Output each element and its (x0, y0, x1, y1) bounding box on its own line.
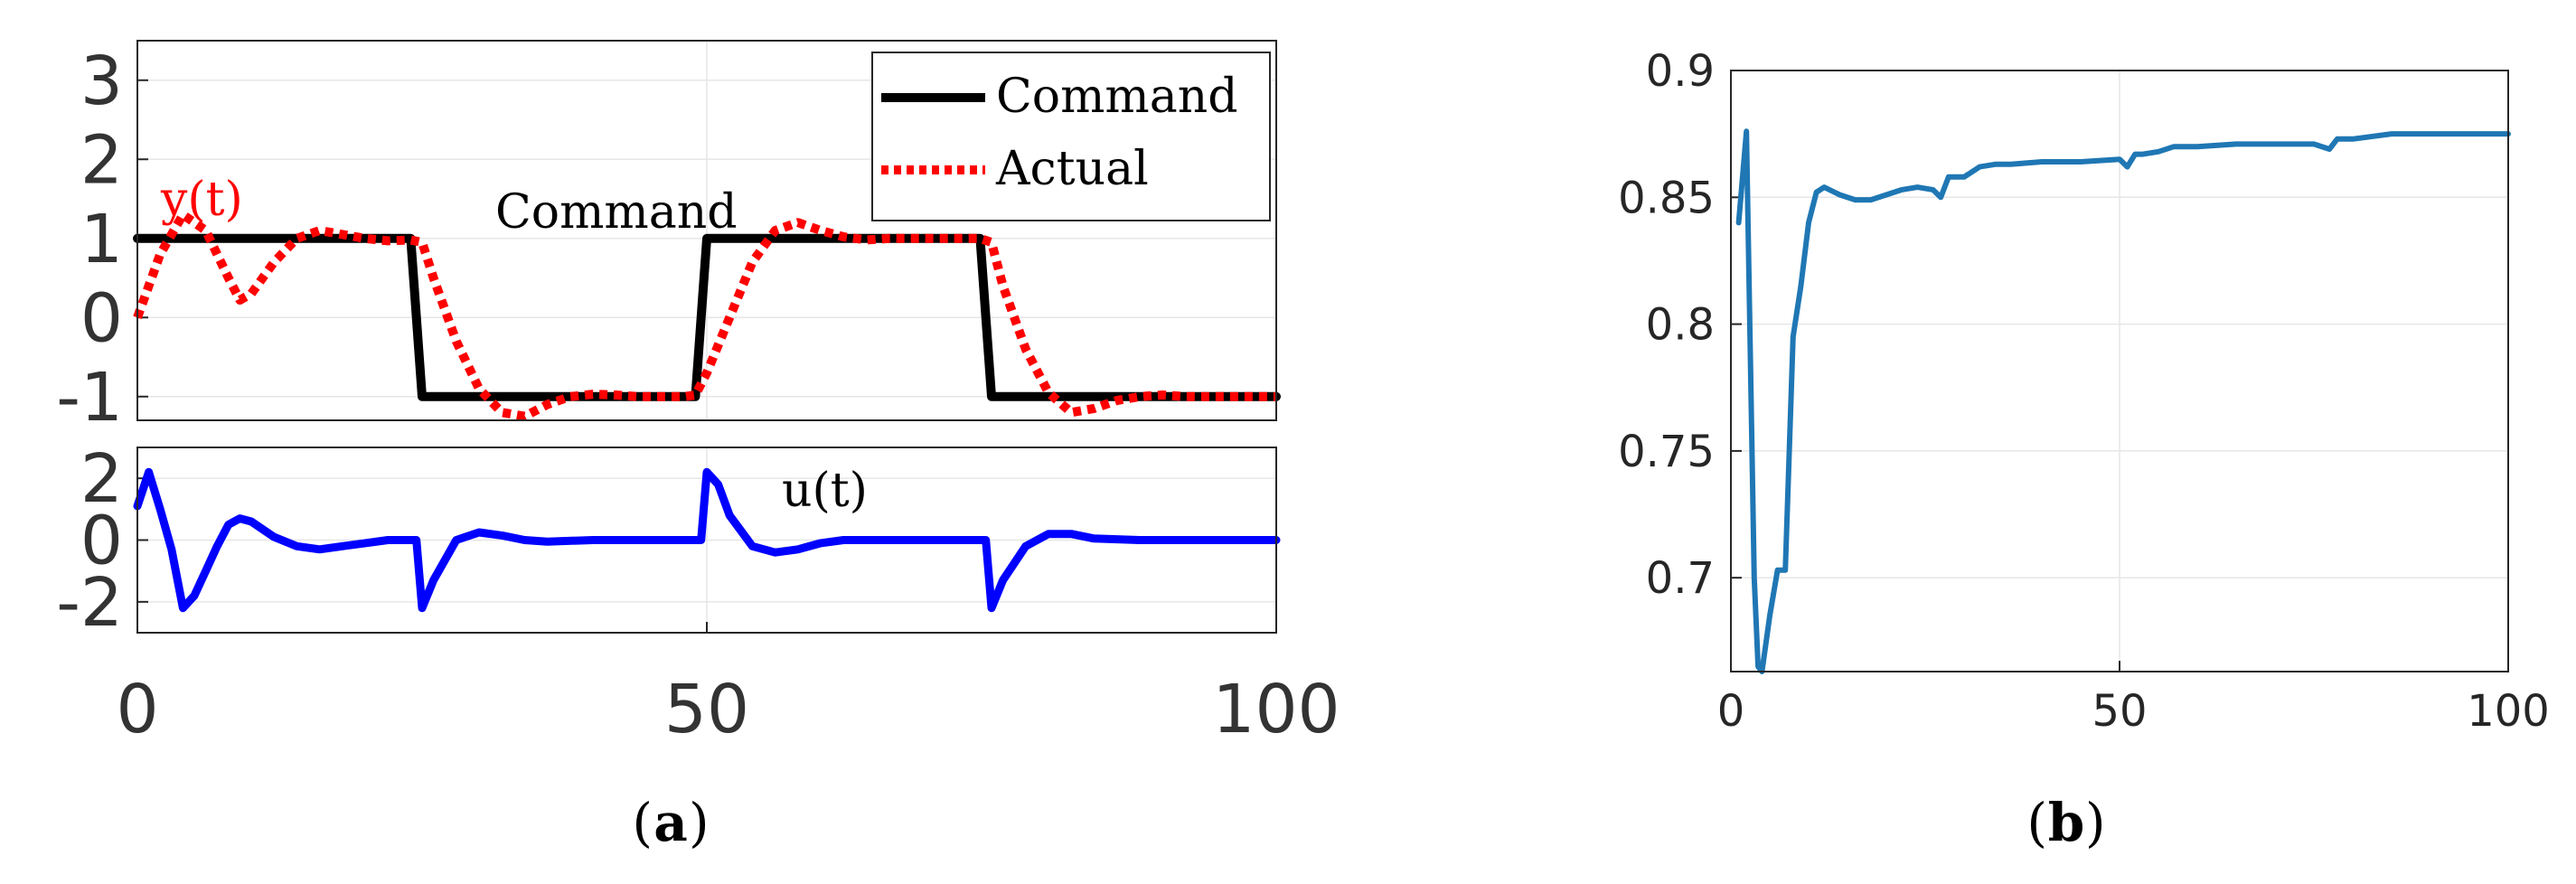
x-tick-label: 0 (116, 671, 158, 748)
y-tick-label: -1 (56, 359, 123, 437)
caption-b-open-paren: ( (2026, 792, 2047, 853)
y-tick-label: 0.8 (1646, 300, 1715, 351)
y-tick-labels: 0.9 0.85 0.8 0.75 0.7 (1618, 46, 1715, 604)
legend-box (871, 52, 1271, 221)
legend-label-actual: Actual (995, 142, 1149, 196)
x-tick-label: 50 (2092, 686, 2147, 737)
y-tick-label: 0.85 (1618, 173, 1715, 223)
x-tick-label: 100 (2467, 686, 2550, 737)
panel-b-plot: 0.9 0.85 0.8 0.75 0.7 0 50 100 (1618, 46, 2550, 737)
caption-b: ( b ) (2026, 792, 2105, 853)
y-tick-label: 0 (80, 503, 123, 580)
caption-b-letter: b (2048, 792, 2085, 853)
series-line-series (1735, 128, 2511, 674)
series-group (133, 210, 1281, 421)
axes-box (1730, 70, 2509, 672)
legend-label-command: Command (996, 70, 1238, 124)
y-tick-label: 0 (80, 279, 123, 357)
x-tick-labels: 0 50 100 (1717, 686, 2550, 737)
caption-a: ( a ) (632, 792, 709, 853)
axes-box (136, 40, 1277, 421)
y-tick-label: 0.75 (1618, 427, 1715, 477)
x-tick-labels: 0 50 100 (116, 671, 1340, 748)
caption-a-letter: a (653, 792, 688, 853)
series-group (1735, 128, 2511, 674)
annotation-command: Command (495, 185, 738, 240)
y-tick-label: 0.7 (1646, 553, 1715, 604)
series-line-u-t- (133, 467, 1281, 613)
y-tick-label: 2 (80, 440, 123, 518)
axes-box (136, 447, 1277, 634)
x-tick-label: 100 (1212, 671, 1340, 748)
caption-b-close-paren: ) (2085, 792, 2106, 853)
y-tick-label: 3 (80, 42, 123, 120)
x-tick-label: 0 (1717, 686, 1745, 737)
x-tick-label: 50 (664, 671, 749, 748)
panel-a-bottom-plot: 20-2 0 50 100 u(t) (56, 440, 1340, 748)
annotation-y-t: y(t) (160, 173, 243, 227)
y-tick-label: -2 (56, 564, 123, 642)
annotation-u-t: u(t) (782, 464, 868, 518)
caption-a-open-paren: ( (632, 792, 653, 853)
legend: Command Actual (871, 52, 1271, 221)
series-line-command (133, 233, 1281, 401)
y-tick-label: 0.9 (1646, 46, 1715, 97)
y-tick-labels: 20-2 (56, 440, 123, 642)
series-group (133, 467, 1281, 613)
y-tick-label: 2 (80, 121, 123, 199)
y-tick-label: 1 (80, 201, 123, 278)
caption-a-close-paren: ) (689, 792, 710, 853)
